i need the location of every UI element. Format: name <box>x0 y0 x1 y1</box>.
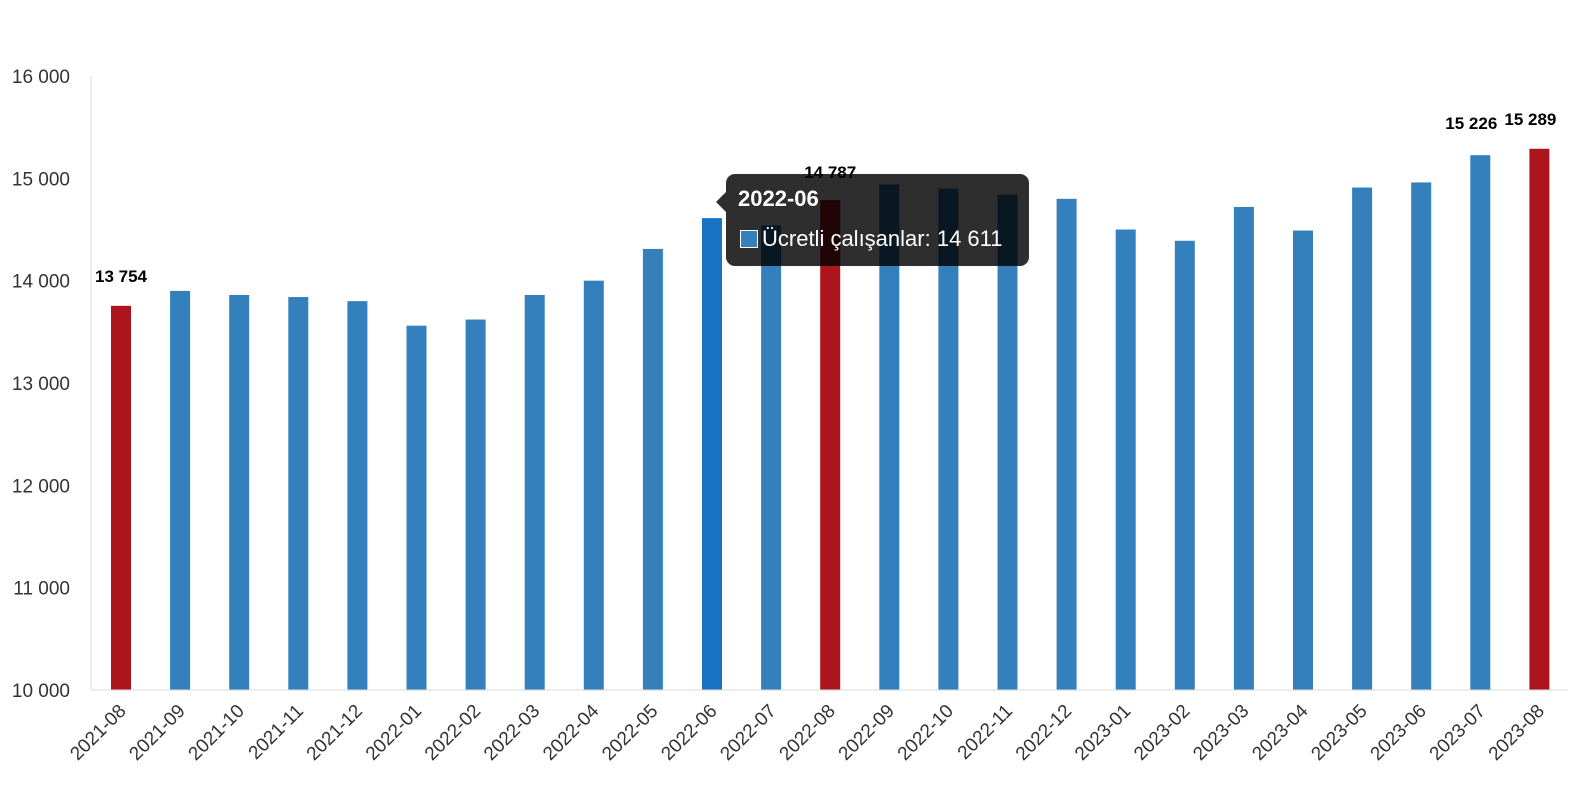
y-tick-label: 11 000 <box>13 579 70 600</box>
chart-tooltip: 2022-06 Ücretli çalışanlar: 14 611 <box>716 174 1029 266</box>
x-tick-label: 2021-11 <box>245 701 308 764</box>
bar-2022-08[interactable] <box>820 200 841 690</box>
x-tick-label: 2021-08 <box>66 701 130 765</box>
bar-2023-08[interactable] <box>1529 148 1550 690</box>
bar-2022-01[interactable] <box>406 325 427 690</box>
y-tick-label: 12 000 <box>12 476 70 497</box>
bar-2021-08[interactable] <box>111 305 131 690</box>
bar-2021-12[interactable] <box>347 301 368 690</box>
data-label-2023-08: 15 289 <box>1504 110 1556 129</box>
tooltip-series-name: Ücretli çalışanlar <box>762 226 925 251</box>
bar-2023-03[interactable] <box>1233 206 1254 690</box>
bar-2022-12[interactable] <box>1056 198 1077 691</box>
x-tick-label: 2023-06 <box>1367 701 1431 765</box>
data-label-2021-08: 13 754 <box>95 267 148 286</box>
x-tick-label: 2021-10 <box>185 701 249 765</box>
bar-2021-09[interactable] <box>170 290 191 690</box>
series-swatch-icon <box>740 230 758 248</box>
bars <box>111 148 1550 691</box>
bar-2021-11[interactable] <box>288 297 309 690</box>
x-tick-label: 2022-04 <box>539 700 603 764</box>
x-tick-label: 2022-10 <box>894 701 958 765</box>
x-tick-label: 2022-11 <box>954 701 1017 764</box>
data-label-2023-07: 15 226 <box>1445 114 1497 133</box>
y-tick-label: 13 000 <box>12 374 70 395</box>
y-axis: 10 000 11 000 12 000 13 000 14 000 15 000 16 0… <box>12 67 92 702</box>
bar-2023-07[interactable] <box>1470 155 1491 690</box>
x-tick-label: 2023-03 <box>1189 701 1253 765</box>
y-tick-label: 16 000 <box>12 67 70 88</box>
bar-2022-10[interactable] <box>938 188 959 691</box>
bar-2022-07[interactable] <box>761 225 782 690</box>
bar-2022-09[interactable] <box>879 184 900 690</box>
bar-2022-11[interactable] <box>997 194 1018 690</box>
bar-2021-10[interactable] <box>229 294 250 690</box>
x-axis: 2021-082021-092021-102021-112021-122022-… <box>66 689 1568 765</box>
x-tick-label: 2022-02 <box>421 701 485 765</box>
bar-2022-05[interactable] <box>642 248 663 690</box>
x-tick-label: 2022-03 <box>480 701 544 765</box>
bar-2023-02[interactable] <box>1174 240 1195 691</box>
bar-2022-03[interactable] <box>524 294 545 690</box>
bar-2022-04[interactable] <box>583 280 604 690</box>
x-tick-label: 2022-05 <box>598 701 662 765</box>
tooltip-title: 2022-06 <box>738 186 819 211</box>
x-tick-label: 2022-08 <box>776 701 840 765</box>
x-tick-label: 2021-09 <box>125 701 189 765</box>
x-tick-label: 2022-01 <box>362 701 426 765</box>
bar-2023-01[interactable] <box>1115 229 1136 691</box>
x-tick-label: 2022-12 <box>1012 701 1076 765</box>
bar-2022-06[interactable] <box>702 218 722 691</box>
x-tick-label: 2023-07 <box>1426 701 1490 765</box>
x-tick-label: 2023-04 <box>1248 700 1312 764</box>
y-tick-label: 15 000 <box>12 169 70 190</box>
tooltip-value: 14 611 <box>936 226 1003 251</box>
bar-2023-04[interactable] <box>1293 230 1313 691</box>
x-tick-label: 2023-01 <box>1071 701 1135 765</box>
tooltip-row: Ücretli çalışanlar: 14 611 <box>740 226 1003 252</box>
x-tick-label: 2022-09 <box>835 701 899 765</box>
tooltip-separator: : <box>924 226 937 251</box>
x-tick-label: 2021-12 <box>303 701 367 765</box>
y-tick-label: 14 000 <box>12 272 70 293</box>
bar-2023-05[interactable] <box>1352 187 1373 690</box>
bar-2022-02[interactable] <box>465 319 486 690</box>
x-tick-label: 2023-02 <box>1130 701 1194 765</box>
x-tick-label: 2022-06 <box>657 701 721 765</box>
x-tick-label: 2023-08 <box>1485 701 1549 765</box>
x-tick-label: 2023-05 <box>1307 701 1371 765</box>
y-tick-label: 10 000 <box>12 681 70 702</box>
bar-2023-06[interactable] <box>1411 182 1432 690</box>
x-tick-label: 2022-07 <box>716 701 780 765</box>
